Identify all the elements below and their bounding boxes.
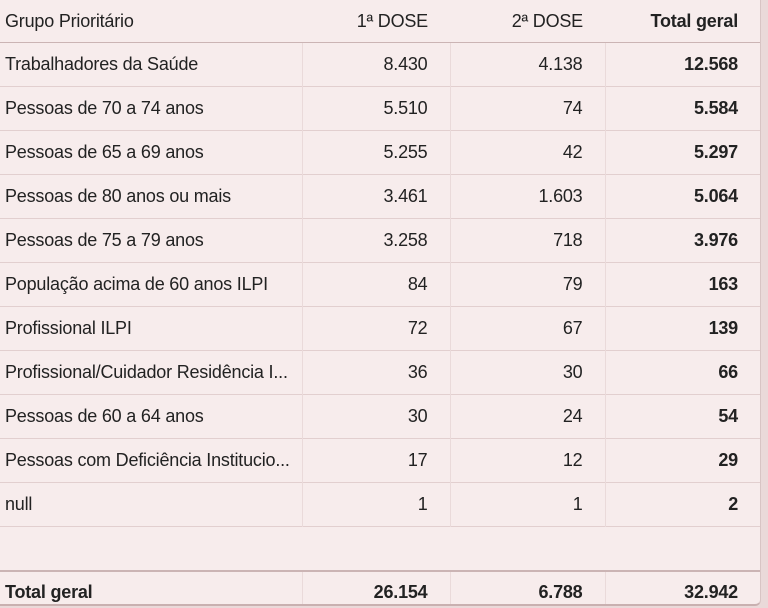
row-group: Pessoas de 80 anos ou mais bbox=[0, 174, 302, 219]
row-dose1: 84 bbox=[301, 262, 450, 307]
row-group: Trabalhadores da Saúde bbox=[0, 42, 302, 87]
totals-dose2: 6.788 bbox=[449, 569, 605, 604]
row-dose1: 5.255 bbox=[301, 130, 450, 175]
table-row[interactable]: População acima de 60 anos ILPI 84 79 163 bbox=[0, 262, 760, 307]
row-dose1: 8.430 bbox=[301, 42, 450, 87]
header-dose1[interactable]: 1ª DOSE bbox=[356, 10, 428, 31]
totals-dose1: 26.154 bbox=[301, 569, 450, 604]
row-dose2: 74 bbox=[449, 86, 605, 131]
table-row[interactable]: Trabalhadores da Saúde 8.430 4.138 12.568 bbox=[0, 42, 760, 87]
row-dose1: 3.258 bbox=[301, 218, 450, 263]
row-dose1: 1 bbox=[301, 482, 450, 527]
header-dose2[interactable]: 2ª DOSE bbox=[511, 10, 583, 31]
row-total: 5.064 bbox=[604, 174, 760, 219]
spacer-cell bbox=[605, 526, 760, 571]
row-total: 2 bbox=[604, 482, 760, 527]
spacer-cell bbox=[450, 526, 605, 571]
spacer-cell bbox=[302, 526, 450, 571]
row-dose2: 1.603 bbox=[449, 174, 605, 219]
row-total: 5.584 bbox=[604, 86, 760, 131]
row-group: Profissional/Cuidador Residência I... bbox=[0, 350, 302, 395]
row-dose1: 30 bbox=[301, 394, 450, 439]
row-total: 3.976 bbox=[604, 218, 760, 263]
row-total: 163 bbox=[604, 262, 760, 307]
row-total: 139 bbox=[604, 306, 760, 351]
row-dose2: 79 bbox=[449, 262, 605, 307]
row-dose2: 4.138 bbox=[449, 42, 605, 87]
table-row[interactable]: Pessoas de 70 a 74 anos 5.510 74 5.584 bbox=[0, 86, 760, 131]
row-group: Pessoas com Deficiência Institucio... bbox=[0, 438, 302, 483]
row-dose2: 12 bbox=[449, 438, 605, 483]
row-dose1: 36 bbox=[301, 350, 450, 395]
row-dose2: 67 bbox=[449, 306, 605, 351]
row-dose1: 17 bbox=[301, 438, 450, 483]
totals-label: Total geral bbox=[0, 569, 302, 604]
table-row[interactable]: Pessoas de 60 a 64 anos 30 24 54 bbox=[0, 394, 760, 439]
row-total: 12.568 bbox=[604, 42, 760, 87]
totals-total: 32.942 bbox=[604, 569, 760, 604]
row-group: null bbox=[0, 482, 302, 527]
row-dose2: 30 bbox=[449, 350, 605, 395]
totals-row: Total geral 26.154 6.788 32.942 bbox=[0, 569, 760, 604]
header-total[interactable]: Total geral bbox=[650, 10, 739, 31]
row-dose1: 5.510 bbox=[301, 86, 450, 131]
table-row[interactable]: Pessoas de 80 anos ou mais 3.461 1.603 5.06… bbox=[0, 174, 760, 219]
row-total: 29 bbox=[604, 438, 760, 483]
table-row[interactable]: Profissional ILPI 72 67 139 bbox=[0, 306, 760, 351]
table-row[interactable]: null 1 1 2 bbox=[0, 482, 760, 527]
row-dose2: 24 bbox=[449, 394, 605, 439]
row-dose2: 718 bbox=[449, 218, 605, 263]
row-total: 54 bbox=[604, 394, 760, 439]
row-group: Profissional ILPI bbox=[0, 306, 302, 351]
row-dose2: 1 bbox=[449, 482, 605, 527]
row-group: Pessoas de 70 a 74 anos bbox=[0, 86, 302, 131]
row-dose2: 42 bbox=[449, 130, 605, 175]
row-dose1: 3.461 bbox=[301, 174, 450, 219]
table-row[interactable]: Pessoas com Deficiência Institucio... 17 1… bbox=[0, 438, 760, 483]
spacer-cell bbox=[0, 526, 302, 571]
row-total: 5.297 bbox=[604, 130, 760, 175]
row-total: 66 bbox=[604, 350, 760, 395]
row-group: Pessoas de 65 a 69 anos bbox=[0, 130, 302, 175]
table-row[interactable]: Pessoas de 75 a 79 anos 3.258 718 3.976 bbox=[0, 218, 760, 263]
row-dose1: 72 bbox=[301, 306, 450, 351]
row-group: Pessoas de 60 a 64 anos bbox=[0, 394, 302, 439]
table-row[interactable]: Pessoas de 65 a 69 anos 5.255 42 5.297 bbox=[0, 130, 760, 175]
header-group[interactable]: Grupo Prioritário bbox=[5, 10, 134, 31]
row-group: Pessoas de 75 a 79 anos bbox=[0, 218, 302, 263]
row-group: População acima de 60 anos ILPI bbox=[0, 262, 302, 307]
spacer-row bbox=[0, 526, 760, 571]
table-row[interactable]: Profissional/Cuidador Residência I... 36 3… bbox=[0, 350, 760, 395]
header-row: Grupo Prioritário 1ª DOSE 2ª DOSE Total … bbox=[0, 0, 760, 43]
